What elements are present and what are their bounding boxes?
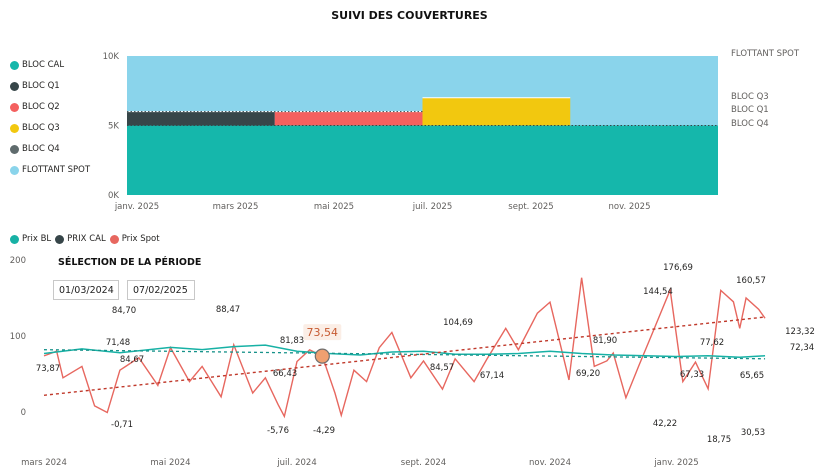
data-label: 65,65 bbox=[740, 371, 764, 381]
legend-label: BLOC Q1 bbox=[22, 81, 60, 91]
legend-label: BLOC Q3 bbox=[22, 123, 60, 133]
x-tick-label: janv. 2025 bbox=[114, 202, 159, 212]
y-tick-label: 5K bbox=[108, 122, 119, 132]
legend-dot bbox=[10, 81, 19, 91]
x-tick-label: mai 2024 bbox=[150, 458, 190, 468]
highlight-point bbox=[314, 348, 330, 364]
end-label: BLOC Q4 bbox=[731, 119, 769, 129]
data-label: 160,57 bbox=[736, 276, 766, 286]
legend-dot bbox=[10, 234, 19, 244]
end-date-input[interactable]: 07/02/2025 bbox=[127, 280, 195, 300]
y-tick-label: 100 bbox=[10, 332, 26, 342]
data-label: 104,69 bbox=[443, 318, 473, 328]
x-tick-label: janv. 2025 bbox=[653, 458, 698, 468]
data-label: 72,34 bbox=[790, 343, 814, 353]
data-label: 81,83 bbox=[280, 336, 304, 346]
x-tick-label: sept. 2025 bbox=[508, 202, 553, 212]
legend-dot bbox=[10, 102, 19, 112]
area-bloc-cal bbox=[127, 125, 718, 195]
spot-trend-line bbox=[43, 316, 766, 396]
series-prix-cal bbox=[43, 349, 766, 360]
data-label: 144,54 bbox=[643, 287, 673, 297]
legend-label: BLOC Q2 bbox=[22, 102, 60, 112]
data-label: 71,48 bbox=[106, 338, 130, 348]
data-label: 66,43 bbox=[273, 369, 297, 379]
legend-item[interactable]: FLOTTANT SPOT bbox=[10, 165, 90, 175]
legend-item[interactable]: BLOC Q1 bbox=[10, 81, 60, 91]
legend-dot bbox=[10, 144, 19, 154]
data-label: 30,53 bbox=[741, 428, 765, 438]
price-legend: Prix BL PRIX CAL Prix Spot bbox=[10, 234, 164, 244]
x-tick-label: nov. 2025 bbox=[609, 202, 651, 212]
area-bloc-q2 bbox=[274, 111, 423, 126]
legend-label: PRIX CAL bbox=[67, 234, 106, 244]
y-tick-label: 200 bbox=[10, 256, 26, 266]
legend-item[interactable]: PRIX CAL bbox=[55, 234, 106, 244]
end-label: FLOTTANT SPOT bbox=[731, 49, 800, 59]
x-tick-label: mars 2024 bbox=[21, 458, 67, 468]
legend-label: BLOC Q4 bbox=[22, 144, 60, 154]
legend-dot bbox=[10, 165, 19, 175]
legend-item[interactable]: BLOC Q2 bbox=[10, 102, 60, 112]
period-title: SÉLECTION DE LA PÉRIODE bbox=[58, 257, 202, 268]
x-tick-label: nov. 2024 bbox=[529, 458, 571, 468]
data-label: 84,57 bbox=[430, 363, 454, 373]
data-label: 18,75 bbox=[707, 435, 731, 445]
area-bloc-q3 bbox=[422, 97, 571, 126]
start-date-input[interactable]: 01/03/2024 bbox=[53, 280, 119, 300]
price-chart: 0 100 200 mars 2024 mai 2024 juil. 2024 sept. … bbox=[10, 256, 815, 468]
legend-item[interactable]: Prix BL bbox=[10, 234, 51, 244]
data-label: 81,90 bbox=[593, 336, 617, 346]
y-tick-label: 0K bbox=[108, 191, 119, 201]
legend-label: Prix BL bbox=[22, 234, 52, 244]
data-label: -4,29 bbox=[313, 426, 335, 436]
legend-dot bbox=[10, 60, 19, 70]
x-tick-label: juil. 2025 bbox=[412, 202, 453, 212]
x-tick-label: mai 2025 bbox=[314, 202, 354, 212]
data-label: -5,76 bbox=[267, 426, 289, 436]
data-label: 73,87 bbox=[36, 364, 60, 374]
series-prix-bl bbox=[43, 344, 766, 359]
coverage-chart: 0K 5K 10K janv. 2025 mars 2025 mai 2025 juil. … bbox=[103, 49, 800, 212]
x-tick-label: juil. 2024 bbox=[276, 458, 317, 468]
legend-label: FLOTTANT SPOT bbox=[22, 165, 91, 175]
legend-dot bbox=[55, 234, 65, 244]
data-label: 123,32 bbox=[785, 327, 815, 337]
data-label: 88,47 bbox=[216, 305, 240, 315]
legend-label: Prix Spot bbox=[121, 234, 160, 244]
legend-dot bbox=[109, 234, 119, 244]
legend-dot bbox=[10, 123, 19, 133]
x-tick-label: mars 2025 bbox=[213, 202, 259, 212]
area-bloc-q1 bbox=[127, 111, 275, 126]
data-label: 84,67 bbox=[120, 355, 144, 365]
highlight-label-bg bbox=[303, 324, 342, 341]
data-label: 69,20 bbox=[576, 369, 600, 379]
data-label: 67,33 bbox=[680, 370, 704, 380]
y-tick-label: 10K bbox=[103, 52, 120, 62]
data-label: 77,62 bbox=[700, 338, 724, 348]
end-label: BLOC Q1 bbox=[731, 105, 769, 115]
data-label: -0,71 bbox=[111, 420, 133, 430]
page-title: SUIVI DES COUVERTURES bbox=[331, 9, 488, 22]
highlight-label: 73,54 bbox=[307, 326, 339, 339]
data-label: 176,69 bbox=[663, 263, 693, 273]
y-tick-label: 0 bbox=[21, 408, 26, 418]
end-label: BLOC Q3 bbox=[731, 92, 769, 102]
data-label: 42,22 bbox=[653, 419, 677, 429]
data-label: 67,14 bbox=[480, 371, 504, 381]
x-tick-label: sept. 2024 bbox=[401, 458, 446, 468]
legend-item[interactable]: BLOC CAL bbox=[10, 60, 64, 70]
legend-item[interactable]: BLOC Q3 bbox=[10, 123, 60, 133]
legend-item[interactable]: Prix Spot bbox=[109, 234, 160, 244]
legend-item[interactable]: BLOC Q4 bbox=[10, 144, 60, 154]
legend-label: BLOC CAL bbox=[22, 60, 65, 70]
data-label: 84,70 bbox=[112, 306, 136, 316]
